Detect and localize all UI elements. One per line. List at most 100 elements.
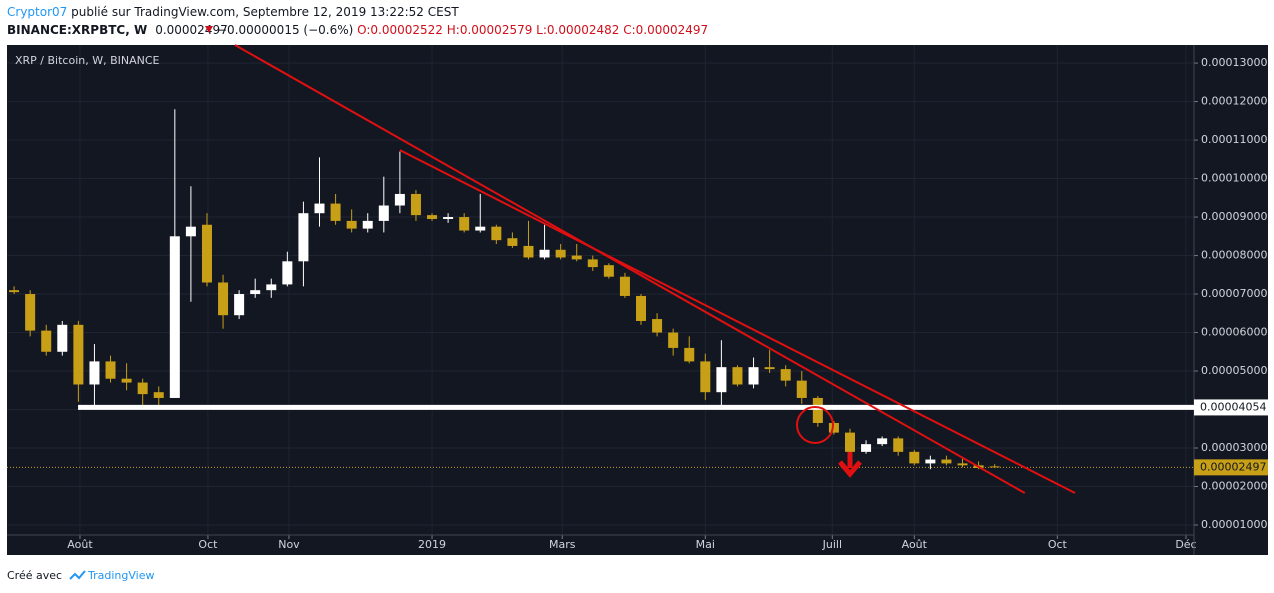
- candle-body: [234, 294, 245, 316]
- candle-body: [764, 367, 775, 370]
- x-tick-label: Août: [67, 538, 93, 551]
- candle-body: [652, 319, 663, 333]
- candle-body: [925, 459, 936, 464]
- y-tick-label: 0.00013000: [1201, 56, 1267, 69]
- candle-body: [121, 378, 132, 383]
- x-tick-label: Nov: [278, 538, 300, 551]
- candle-body: [877, 438, 888, 445]
- candle-body: [137, 382, 148, 395]
- candle-body: [941, 459, 952, 464]
- y-tick-label: 0.00005000: [1201, 364, 1267, 377]
- y-tick-label: 0.00001000: [1201, 518, 1267, 531]
- header-line: Cryptor07 publié sur TradingView.com, Se…: [7, 5, 459, 19]
- candle-body: [507, 238, 518, 246]
- candle-body: [105, 361, 116, 379]
- candle-body: [250, 290, 261, 295]
- candle-body: [201, 224, 212, 283]
- candle-body: [619, 276, 630, 296]
- candle-body: [346, 220, 357, 229]
- candle-body: [427, 215, 438, 219]
- down-arrow: [205, 26, 213, 33]
- down-arrow-annotation: [838, 452, 862, 478]
- y-tick-label: 0.00007000: [1201, 287, 1267, 300]
- candle-body: [587, 259, 598, 268]
- candle-body: [41, 330, 52, 352]
- x-tick-label: 2019: [418, 538, 446, 551]
- candle-body: [185, 226, 196, 237]
- candle-body: [636, 295, 647, 321]
- footer-text: Créé avec: [7, 569, 62, 582]
- chart-title: XRP / Bitcoin, W, BINANCE: [15, 54, 160, 67]
- candle-body: [893, 438, 904, 452]
- symbol-line: BINANCE:XRPBTC, W 0.00002497: [7, 23, 228, 37]
- candle-body: [861, 444, 872, 452]
- candle-body: [812, 397, 823, 423]
- candle-body: [378, 205, 389, 221]
- footer-brand[interactable]: TradingView: [87, 569, 154, 582]
- candle-body: [218, 282, 229, 316]
- trendline: [234, 44, 1026, 494]
- y-tick-label: 0.00006000: [1201, 326, 1267, 339]
- author[interactable]: Cryptor07: [7, 5, 67, 19]
- symbol: BINANCE:XRPBTC, W: [7, 23, 147, 37]
- y-tick-label: 0.00012000: [1201, 95, 1267, 108]
- candle-body: [909, 451, 920, 464]
- candle-body: [523, 245, 534, 258]
- candle-body: [539, 249, 550, 258]
- support-label: 0.00004054: [1200, 400, 1266, 413]
- candle-body: [362, 220, 373, 229]
- candle-body: [9, 290, 20, 293]
- x-tick-label: Mars: [549, 538, 576, 551]
- candle-body: [796, 380, 807, 398]
- ohlc: O:0.00002522 H:0.00002579 L:0.00002482 C…: [357, 23, 708, 37]
- y-tick-label: 0.00009000: [1201, 210, 1267, 223]
- candle-body: [443, 217, 454, 219]
- candle-body: [459, 217, 470, 231]
- y-tick-label: 0.00002000: [1201, 479, 1267, 492]
- candle-body: [314, 203, 325, 214]
- x-tick-label: Oct: [198, 538, 218, 551]
- candle-body: [491, 226, 502, 241]
- candle-body: [282, 261, 293, 285]
- logo: [69, 570, 86, 580]
- last-price-label: 0.00002497: [1200, 460, 1266, 473]
- candle-body: [603, 265, 614, 277]
- candle-body: [89, 361, 100, 385]
- candle-body: [73, 324, 84, 385]
- trendline: [399, 149, 1076, 494]
- last-price-box: [1194, 459, 1268, 476]
- y-tick-label: 0.00010000: [1201, 172, 1267, 185]
- candle-body: [571, 255, 582, 260]
- candle-body: [780, 369, 791, 381]
- candle-body: [828, 422, 839, 433]
- y-tick-label: 0.00008000: [1201, 249, 1267, 262]
- plot: 0.000010000.000020000.000030000.00004000…: [7, 44, 1268, 555]
- candle-body: [57, 324, 68, 352]
- candle-body: [748, 367, 759, 385]
- highlight-circle: [796, 406, 834, 444]
- x-tick-label: Juill: [822, 538, 842, 551]
- candle-body: [394, 193, 405, 206]
- change-line: −0.00000015 (−0.6%) O:0.00002522 H:0.000…: [217, 23, 708, 37]
- x-tick-label: Mai: [696, 538, 715, 551]
- candle-body: [957, 463, 968, 466]
- candle-body: [298, 213, 309, 262]
- candle-body: [330, 203, 341, 221]
- candle-body: [153, 392, 164, 398]
- support-label-box: [1194, 399, 1268, 416]
- x-tick-label: Déc: [1175, 538, 1196, 551]
- published: publié sur TradingView.com, Septembre 12…: [71, 5, 459, 19]
- x-tick-label: Oct: [1048, 538, 1068, 551]
- candle-body: [732, 367, 743, 385]
- candle-body: [555, 249, 566, 258]
- candle-body: [25, 294, 36, 331]
- y-tick-label: 0.00003000: [1201, 441, 1267, 454]
- candle-body: [716, 367, 727, 393]
- candle-body: [684, 347, 695, 362]
- y-tick-label: 0.00011000: [1201, 133, 1267, 146]
- candle-body: [700, 361, 711, 393]
- candle-body: [475, 226, 486, 231]
- x-tick-label: Août: [902, 538, 928, 551]
- candle-body: [410, 193, 421, 216]
